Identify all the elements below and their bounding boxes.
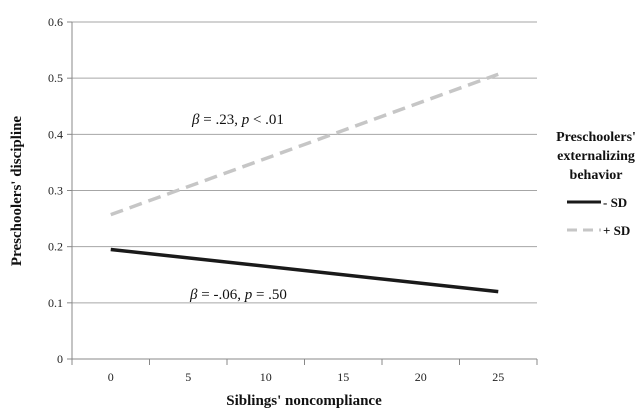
legend-title-line-1: Preschoolers'	[556, 130, 636, 145]
annotation-lower-pvalue: = .50	[252, 287, 287, 303]
x-tick-label-0: 0	[108, 370, 114, 384]
annotation-upper-p: p	[241, 112, 250, 128]
series-line-minus-sd	[110, 247, 499, 294]
legend-label-minus-sd: - SD	[603, 195, 627, 210]
legend-label-plus-sd: + SD	[603, 223, 630, 238]
y-tick-label-6: 0.6	[48, 15, 63, 29]
annotation-lower-value: = -.06,	[197, 287, 244, 303]
annotation-lower: β = -.06, p = .50	[189, 287, 287, 303]
y-tick-label-2: 0.2	[48, 240, 63, 254]
y-axis-title: Preschoolers' discipline	[9, 116, 25, 266]
y-ticks: 0 0.1 0.2 0.3 0.4 0.5 0.6	[48, 15, 63, 366]
grid-lines	[72, 21, 537, 304]
annotation-lower-p: p	[244, 287, 253, 303]
series-line-plus-sd	[110, 72, 499, 217]
y-tick-label-3: 0.3	[48, 184, 63, 198]
x-tick-label-5: 25	[492, 370, 504, 384]
annotation-lower-beta: β	[189, 287, 198, 303]
y-tick-label-4: 0.4	[48, 127, 63, 141]
annotation-upper: β = .23, p < .01	[191, 112, 284, 128]
x-tick-label-4: 20	[415, 370, 427, 384]
legend-title-line-3: behavior	[570, 168, 623, 183]
x-tick-label-3: 15	[337, 370, 349, 384]
x-ticks: 0 5 10 15 20 25	[108, 370, 505, 384]
annotation-upper-value: = .23,	[199, 112, 241, 128]
x-tick-label-2: 10	[260, 370, 272, 384]
x-tick-label-1: 5	[185, 370, 191, 384]
y-tick-label-1: 0.1	[48, 296, 63, 310]
legend: Preschoolers' externalizing behavior - S…	[556, 130, 636, 238]
annotation-upper-pvalue: < .01	[249, 112, 284, 128]
series-lines	[110, 72, 499, 294]
y-tick-label-5: 0.5	[48, 71, 63, 85]
annotation-upper-beta: β	[191, 112, 200, 128]
legend-title-line-2: externalizing	[557, 149, 635, 164]
x-axis-title: Siblings' noncompliance	[226, 393, 382, 409]
y-tick-label-0: 0	[57, 352, 63, 366]
axes	[67, 21, 538, 365]
